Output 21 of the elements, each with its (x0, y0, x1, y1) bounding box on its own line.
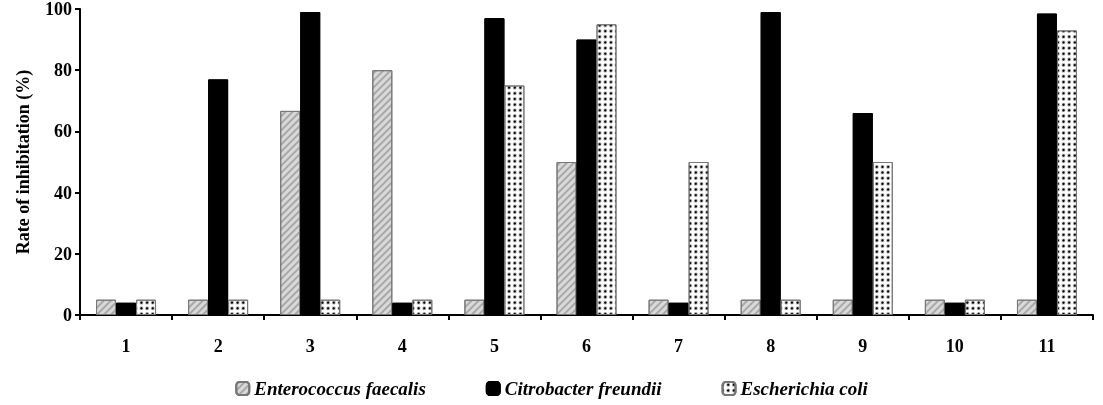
y-tick-label: 40 (54, 182, 72, 203)
x-tick-label: 3 (305, 336, 315, 356)
legend-label: Escherichia coli (739, 378, 869, 399)
y-tick-label: 20 (54, 243, 72, 264)
x-tick-label: 6 (582, 336, 591, 356)
y-tick-label: 100 (45, 0, 72, 19)
x-tick-label: 1 (121, 336, 131, 356)
x-tick-label: 7 (674, 336, 684, 356)
x-tick-label: 4 (397, 336, 407, 356)
x-tick-label: 8 (766, 336, 776, 356)
y-tick-label: 60 (54, 121, 72, 142)
x-tick-label: 5 (489, 336, 499, 356)
x-tick-label: 11 (1038, 336, 1056, 356)
x-tick-label: 2 (213, 336, 223, 356)
y-tick-label: 80 (54, 60, 72, 81)
legend-label: Citrobacter freundii (504, 378, 663, 399)
y-tick-label: 0 (63, 305, 72, 325)
y-axis-title: Rate of inhibitation (%) (13, 69, 34, 255)
x-tick-label: 9 (858, 336, 868, 356)
x-tick-label: 10 (945, 336, 964, 356)
legend-label: Enterococcus faecalis (253, 378, 426, 399)
